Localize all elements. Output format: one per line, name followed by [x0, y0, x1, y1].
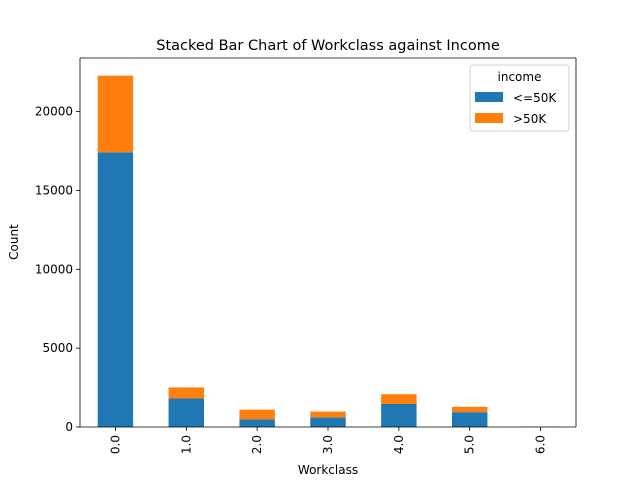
legend-swatch-1 [475, 113, 503, 123]
x-tick-label: 2.0 [250, 435, 264, 454]
bar-0.0-series-1 [98, 76, 133, 153]
y-tick-label: 20000 [35, 105, 73, 119]
bar-2.0-series-1 [239, 410, 274, 420]
x-tick-label: 4.0 [392, 435, 406, 454]
y-axis-label: Count [7, 224, 21, 260]
legend-label-0: <=50K [513, 91, 557, 105]
x-tick-label: 6.0 [534, 435, 548, 454]
legend-label-1: >50K [513, 112, 547, 126]
bar-1.0-series-1 [169, 387, 204, 398]
bar-5.0-series-1 [452, 407, 487, 412]
bar-4.0-series-1 [381, 394, 416, 404]
chart-title: Stacked Bar Chart of Workclass against I… [156, 38, 500, 54]
x-tick-label: 5.0 [463, 435, 477, 454]
legend-swatch-0 [475, 92, 503, 102]
legend: income <=50K >50K [470, 65, 569, 131]
bar-4.0-series-0 [381, 404, 416, 427]
y-tick-label: 15000 [35, 183, 73, 197]
bar-3.0-series-0 [310, 417, 345, 427]
x-axis-label: Workclass [298, 463, 358, 477]
x-tick-label: 1.0 [179, 435, 193, 454]
y-tick-label: 0 [65, 420, 73, 434]
bar-1.0-series-0 [169, 398, 204, 427]
bar-2.0-series-0 [239, 419, 274, 427]
bar-5.0-series-0 [452, 412, 487, 427]
bar-0.0-series-0 [98, 152, 133, 427]
legend-title: income [498, 70, 542, 84]
y-tick-label: 10000 [35, 262, 73, 276]
bar-3.0-series-1 [310, 412, 345, 418]
x-tick-label: 0.0 [108, 435, 122, 454]
y-tick-label: 5000 [42, 341, 73, 355]
x-tick-label: 3.0 [321, 435, 335, 454]
